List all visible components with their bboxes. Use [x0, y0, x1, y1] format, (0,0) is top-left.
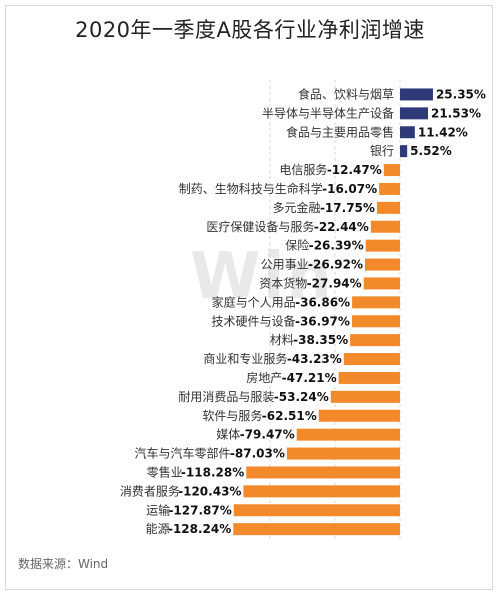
bar	[343, 353, 400, 366]
bar	[379, 182, 400, 195]
data-label: 25.35%	[436, 87, 486, 101]
bar	[365, 258, 400, 271]
chart-title: 2020年一季度A股各行业净利润增速	[75, 18, 425, 42]
category-label: 消费者服务	[120, 483, 180, 498]
category-label: 能源	[146, 522, 170, 536]
data-label: -43.23%	[287, 352, 342, 366]
data-label: -128.24%	[168, 522, 231, 536]
data-label: -12.47%	[327, 163, 382, 177]
bar	[318, 409, 400, 422]
category-label: 公用事业	[261, 258, 309, 272]
data-label: -79.47%	[240, 428, 295, 442]
data-label: -36.86%	[295, 295, 350, 309]
bar	[330, 390, 400, 403]
data-label: -118.28%	[181, 465, 244, 479]
bar	[338, 371, 400, 384]
data-label: -22.44%	[314, 220, 369, 234]
category-label: 媒体	[216, 428, 240, 442]
bar	[400, 126, 415, 139]
bar	[400, 88, 433, 101]
category-label: 商业和专业服务	[203, 351, 287, 366]
bar	[233, 523, 400, 536]
category-label: 耐用消费品与服装	[178, 390, 274, 404]
bar	[400, 107, 428, 120]
data-label: -127.87%	[168, 503, 231, 517]
bar	[350, 334, 400, 347]
data-label: -120.43%	[178, 484, 241, 498]
source-note: 数据来源：Wind	[18, 557, 109, 571]
data-label: -47.21%	[282, 371, 337, 385]
category-label: 软件与服务	[202, 408, 262, 423]
bar	[286, 447, 400, 460]
data-label: -27.94%	[307, 276, 362, 290]
data-label: -26.39%	[309, 239, 364, 253]
category-label: 技术硬件与设备	[212, 314, 296, 328]
data-label: 5.52%	[410, 144, 452, 158]
category-label: 制药、生物科技与生命科学	[179, 181, 323, 196]
category-label: 电信服务	[279, 162, 327, 177]
category-label: 食品、饮料与烟草	[298, 86, 394, 101]
category-label: 食品与主要用品零售	[286, 124, 394, 139]
bar	[296, 428, 400, 441]
data-label: 21.53%	[431, 106, 481, 120]
bar	[243, 485, 400, 498]
category-label: 家庭与个人用品	[212, 294, 296, 309]
category-label: 零售业	[147, 464, 183, 479]
data-label: -53.24%	[274, 390, 329, 404]
category-label: 多元金融	[273, 200, 321, 215]
bar	[233, 504, 400, 517]
category-label: 半导体与半导体生产设备	[262, 106, 394, 120]
category-label: 材料	[270, 333, 294, 347]
category-label: 保险	[285, 238, 309, 253]
bar	[352, 296, 400, 309]
data-label: -36.97%	[295, 314, 350, 328]
category-label: 汽车与汽车零部件	[134, 446, 230, 461]
category-label: 银行	[370, 144, 394, 158]
bar	[376, 201, 400, 214]
bar	[370, 220, 400, 233]
data-label: -87.03%	[230, 447, 285, 461]
bar	[365, 239, 400, 252]
data-label: -16.07%	[322, 182, 377, 196]
category-label: 房地产	[246, 370, 282, 385]
bar	[246, 466, 400, 479]
bar	[363, 277, 400, 290]
category-label: 运输	[146, 502, 170, 517]
category-label: 资本货物	[259, 275, 307, 290]
data-label: -38.35%	[293, 333, 348, 347]
data-label: -62.51%	[262, 409, 317, 423]
bar	[400, 145, 408, 158]
data-label: -26.92%	[308, 258, 363, 272]
data-label: 11.42%	[418, 125, 468, 139]
bar	[383, 164, 400, 177]
category-label: 医疗保健设备与服务	[206, 219, 314, 234]
data-label: -17.75%	[320, 201, 375, 215]
bar	[351, 315, 400, 328]
watermark-logo: Win	[190, 240, 335, 314]
